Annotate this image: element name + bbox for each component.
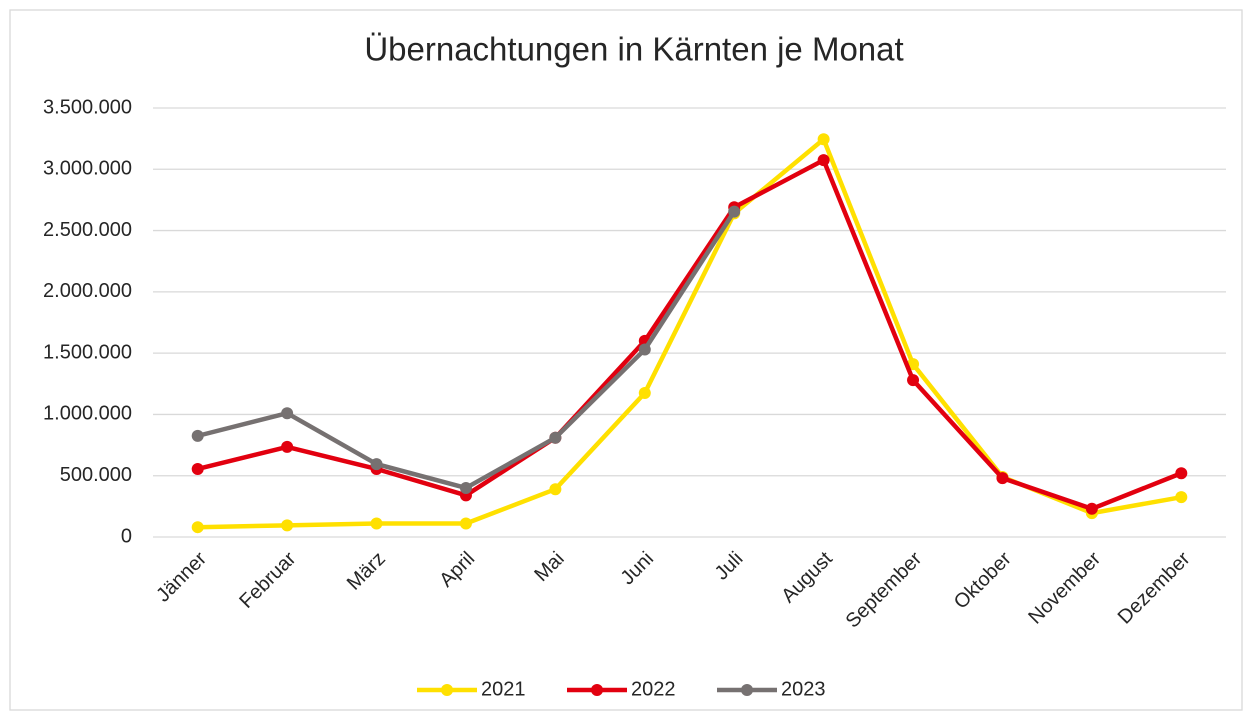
data-point [459, 517, 472, 530]
data-point [638, 343, 651, 356]
data-point [996, 472, 1009, 485]
data-point [370, 458, 383, 471]
data-point [817, 154, 830, 167]
y-tick-label: 500.000 [60, 464, 132, 486]
data-point [281, 519, 294, 532]
data-point [1175, 467, 1188, 480]
legend-label: 2021 [481, 678, 526, 700]
data-point [191, 462, 204, 475]
data-point [191, 521, 204, 534]
data-point [549, 483, 562, 496]
data-point [1175, 491, 1188, 504]
data-point [281, 440, 294, 453]
legend-marker [441, 684, 453, 696]
data-point [728, 205, 741, 218]
data-point [370, 517, 383, 530]
data-point [459, 481, 472, 494]
data-point [817, 133, 830, 146]
y-tick-label: 1.500.000 [43, 341, 132, 363]
legend-marker [591, 684, 603, 696]
y-tick-label: 2.500.000 [43, 219, 132, 241]
legend-label: 2022 [631, 678, 676, 700]
y-tick-label: 1.000.000 [43, 403, 132, 425]
series-line [197, 157, 1183, 512]
y-tick-label: 0 [121, 525, 132, 547]
data-point [549, 431, 562, 444]
data-point [1085, 502, 1098, 515]
chart-title: Übernachtungen in Kärnten je Monat [364, 31, 903, 68]
data-point [638, 386, 651, 399]
y-tick-label: 2.000.000 [43, 280, 132, 302]
data-point [191, 429, 204, 442]
y-tick-label: 3.000.000 [43, 158, 132, 180]
y-tick-label: 3.500.000 [43, 96, 132, 118]
legend-label: 2023 [781, 678, 826, 700]
data-point [281, 407, 294, 420]
legend-marker [741, 684, 753, 696]
data-point [907, 374, 920, 387]
